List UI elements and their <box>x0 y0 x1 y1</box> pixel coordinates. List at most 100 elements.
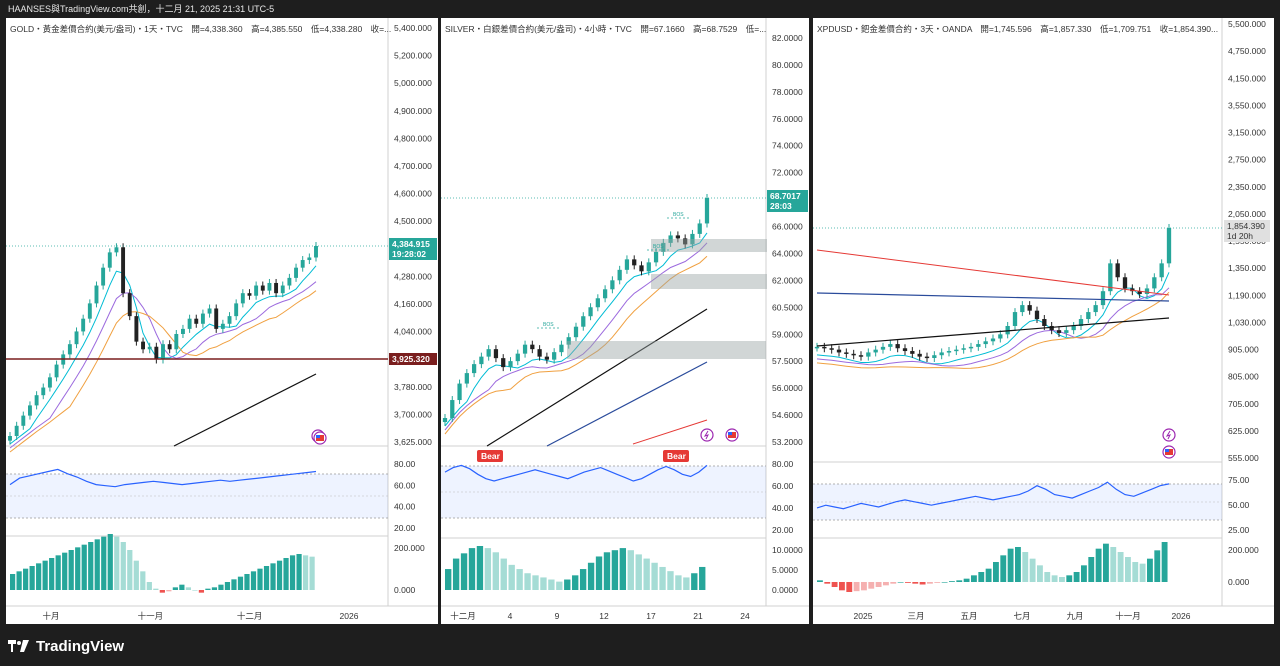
candle-body <box>932 355 937 358</box>
macd-histogram-bar <box>283 558 289 590</box>
candle-body <box>74 331 79 345</box>
candle-body <box>107 252 112 268</box>
macd-histogram-bar <box>211 587 218 590</box>
candle-body <box>661 242 666 252</box>
macd-histogram-bar <box>611 550 619 590</box>
macd-histogram-bar <box>257 568 263 590</box>
macd-histogram-bar <box>23 568 29 590</box>
candle-body <box>287 277 292 286</box>
candle-body <box>976 344 981 347</box>
price-badge-label: 3,925.320 <box>392 354 430 364</box>
candle-body <box>134 316 139 342</box>
candle-body <box>21 415 26 426</box>
candle-body <box>880 346 886 350</box>
macd-histogram-bar <box>492 552 499 590</box>
candle-body <box>200 313 205 324</box>
macd-histogram-bar <box>81 544 87 590</box>
macd-histogram-bar <box>890 582 897 584</box>
panel-title: XPDUSD・鈀金差價合約・3天・OANDA 開=1,745.596 高=1,8… <box>817 24 1219 34</box>
chart-panel-silver[interactable]: SILVER・白銀差價合約(美元/盎司)・4小時・TVC 開=67.1660 高… <box>441 18 809 624</box>
price-tick-label: 1,030.000 <box>1228 317 1266 327</box>
candle-body <box>683 238 688 245</box>
macd-histogram-bar <box>956 580 963 582</box>
price-tick-label: 74.0000 <box>772 141 803 151</box>
macd-histogram-bar <box>309 556 315 590</box>
candle-body <box>998 334 1003 339</box>
macd-histogram-bar <box>1051 575 1058 582</box>
price-tick-label: 4,150.000 <box>1228 73 1266 83</box>
candle-body <box>639 265 644 272</box>
macd-histogram-bar <box>36 563 42 590</box>
macd-histogram-bar <box>250 571 257 590</box>
macd-histogram-bar <box>667 571 674 590</box>
candle-body <box>530 344 535 350</box>
candle-body <box>1027 305 1032 311</box>
sma-red-line <box>632 419 708 445</box>
ema-line-slow <box>816 291 1170 369</box>
macd-histogram-bar <box>579 569 587 590</box>
price-tick-label: 2,350.000 <box>1228 182 1266 192</box>
macd-histogram-bar <box>699 566 706 590</box>
price-tick-label: 62.0000 <box>772 275 803 285</box>
tradingview-footer[interactable]: TradingView <box>8 634 124 658</box>
candle-body <box>1071 325 1076 331</box>
time-tick-label: 17 <box>646 611 656 621</box>
ema-line-slow <box>444 255 708 435</box>
rsi-line <box>9 468 317 488</box>
candle-body <box>844 352 849 354</box>
candle-body <box>1086 312 1091 320</box>
bear-label: Bear <box>667 451 687 461</box>
macd-histogram-bar <box>1110 547 1117 582</box>
macd-histogram-bar <box>619 548 627 590</box>
macd-histogram-bar <box>133 560 139 590</box>
candle-body <box>87 303 92 319</box>
candle-body <box>1144 288 1150 294</box>
macd-histogram-bar <box>500 558 507 590</box>
candle-body <box>624 259 630 270</box>
price-tick-label: 4,800.000 <box>394 133 432 143</box>
chart-svg-silver[interactable]: 82.0000 80.0000 78.0000 76.0000 74.0000 72.00… <box>441 18 809 624</box>
chart-svg-xpd[interactable]: 5,500.000 4,750.000 4,150.000 3,550.000 3,15… <box>813 18 1274 624</box>
price-tick-label: 4,750.000 <box>1228 46 1266 56</box>
candle-body <box>990 338 996 342</box>
macd-histogram-bar <box>140 571 146 590</box>
sma-200-line <box>486 308 708 447</box>
macd-tick-label: 0.000 <box>1228 577 1250 587</box>
candle-body <box>1064 330 1069 333</box>
macd-histogram-bar <box>49 558 55 590</box>
candle-body <box>602 289 608 299</box>
time-tick-label: 12 <box>599 611 609 621</box>
candle-body <box>127 293 132 317</box>
price-tick-label: 80.0000 <box>772 60 803 70</box>
macd-histogram-bar <box>941 582 948 583</box>
time-tick-label: 七月 <box>1013 611 1030 621</box>
candle-body <box>829 348 834 350</box>
flag-canton <box>728 432 732 435</box>
candle-body <box>1093 305 1098 313</box>
price-badge-countdown: 19:28:02 <box>392 249 426 259</box>
candle-body <box>154 346 159 360</box>
macd-histogram-bar <box>985 568 992 582</box>
macd-histogram-bar <box>127 550 133 590</box>
price-tick-label: 4,900.000 <box>394 106 432 116</box>
macd-histogram-bar <box>1044 572 1051 582</box>
demand-zone-box <box>651 239 767 252</box>
chart-panel-gold[interactable]: GOLD・黃金差價合約(美元/盎司)・1天・TVC 開=4,338.360 高=… <box>6 18 438 624</box>
macd-histogram-bar <box>94 539 100 590</box>
macd-histogram-bar <box>1095 548 1102 582</box>
price-tick-label: 1,350.000 <box>1228 263 1266 273</box>
chart-panel-xpd[interactable]: XPDUSD・鈀金差價合約・3天・OANDA 開=1,745.596 高=1,8… <box>813 18 1274 624</box>
candle-body <box>486 349 491 357</box>
candle-body <box>194 318 199 324</box>
candle-body <box>67 344 72 355</box>
candle-body <box>1122 277 1128 289</box>
macd-histogram-bar <box>42 560 48 590</box>
candle-body <box>81 318 86 332</box>
candle-body <box>8 436 12 441</box>
macd-histogram-bar <box>508 564 515 590</box>
macd-histogram-bar <box>532 575 539 590</box>
macd-histogram-bar <box>179 584 185 590</box>
candle-body <box>866 352 871 357</box>
chart-svg-gold[interactable]: 5,400.000 5,200.000 5,000.000 4,900.000 4,80… <box>6 18 438 624</box>
price-tick-label: 4,600.000 <box>394 189 432 199</box>
